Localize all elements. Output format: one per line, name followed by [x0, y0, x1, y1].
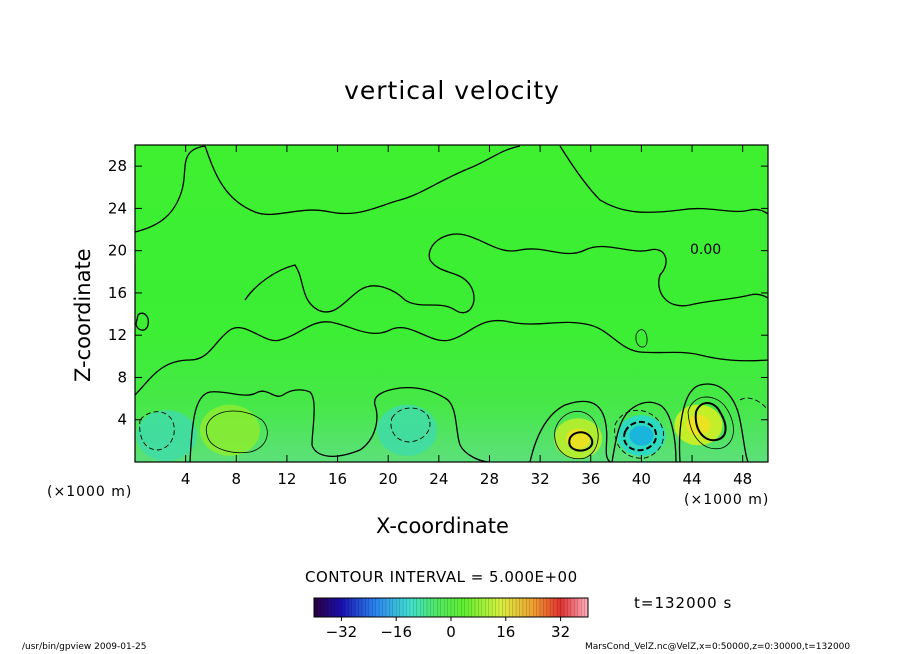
small-loop-2	[635, 329, 648, 348]
velocity-core-negative	[629, 425, 654, 446]
x-tick-label: 40	[632, 470, 651, 488]
zero-contour-middle	[135, 319, 768, 396]
velocity-core-positive	[686, 415, 711, 436]
y-tick-label: 20	[108, 242, 127, 260]
zero-contour-lower	[189, 383, 749, 462]
y-tick-label: 24	[108, 199, 127, 217]
x-tick-label: 28	[480, 470, 499, 488]
zero-contour-upper	[135, 145, 768, 233]
pos-contour-small-1	[205, 410, 268, 454]
velocity-core-positive	[566, 428, 591, 449]
chart-title: vertical velocity	[344, 76, 560, 105]
y-tick-label: 8	[117, 368, 127, 386]
pos-contour-44-inner	[694, 402, 727, 442]
z-unit-note: (×1000 m)	[47, 484, 133, 500]
y-tick-label: 16	[108, 284, 127, 302]
neg-contour-dashed-1	[139, 411, 175, 451]
y-tick-label: 12	[108, 326, 127, 344]
x-tick-label: 24	[429, 470, 448, 488]
x-unit-note: (×1000 m)	[684, 492, 770, 508]
plot-frame	[134, 144, 769, 463]
zero-contour-mid2	[244, 233, 768, 314]
contour-value-label: 0.00	[690, 242, 721, 258]
x-tick-label: 20	[379, 470, 398, 488]
pos-contour-36-inner	[568, 431, 594, 452]
small-loop-3	[739, 397, 768, 411]
colorbar-tick-label: 32	[551, 623, 570, 641]
velocity-feature-negative	[136, 410, 197, 462]
x-axis-label: X-coordinate	[376, 514, 509, 538]
contour-interval-text: CONTOUR INTERVAL = 5.000E+00	[305, 568, 578, 586]
footer-left: /usr/bin/gpview 2009-01-25	[22, 642, 147, 652]
x-tick-label: 44	[682, 470, 701, 488]
x-tick-label: 12	[277, 470, 296, 488]
pos-contour-36	[554, 410, 599, 460]
colorbar-tick-label: 16	[496, 623, 515, 641]
pos-contour-44	[687, 396, 734, 450]
x-tick-label: 16	[328, 470, 347, 488]
velocity-feature-positive	[199, 404, 260, 456]
small-loop-1	[135, 312, 149, 331]
footer-right: MarsCond_VelZ.nc@VelZ,x=0:50000,z=0:3000…	[585, 642, 851, 652]
colorbar-tick-label: 0	[446, 623, 456, 641]
time-text: t=132000 s	[634, 594, 733, 612]
x-tick-label: 36	[581, 470, 600, 488]
neg-contour-dashed-2	[390, 407, 431, 443]
y-tick-label: 28	[108, 157, 127, 175]
x-tick-label: 48	[733, 470, 752, 488]
y-tick-label: 4	[117, 411, 127, 429]
x-tick-label: 4	[181, 470, 191, 488]
colorbar-tick-label: −16	[380, 623, 412, 641]
x-tick-label: 8	[232, 470, 242, 488]
x-tick-label: 32	[531, 470, 550, 488]
colorbar-tick-label: −32	[326, 623, 358, 641]
neg-contour-40	[614, 410, 665, 459]
neg-contour-40-inner	[623, 421, 658, 452]
